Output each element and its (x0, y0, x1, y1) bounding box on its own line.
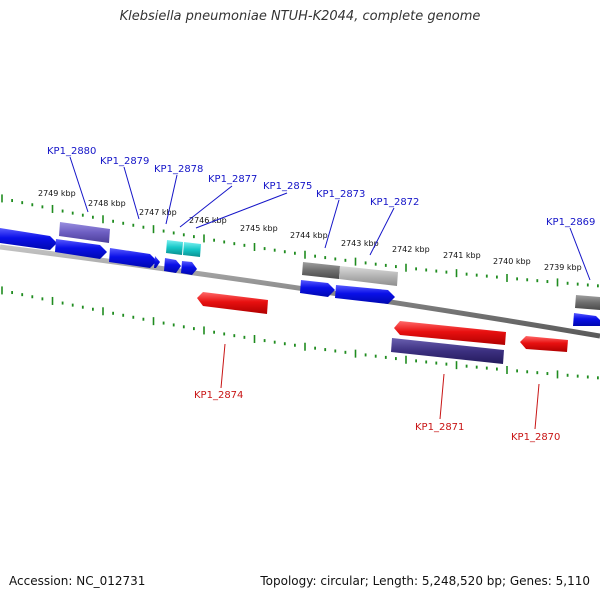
forward-cds-arrow (109, 248, 157, 268)
feature-block-lightgray (339, 266, 398, 286)
forward-cds-arrow (573, 313, 600, 326)
upper-feature-track (59, 222, 600, 310)
leader-line (369, 207, 395, 256)
leader-line (165, 174, 178, 225)
feature-block-purple (59, 222, 110, 243)
leader-line (534, 383, 540, 430)
leader-line (179, 185, 233, 228)
kbp-label: 2746 kbp (189, 216, 227, 225)
gene-label-kp1-2870[interactable]: KP1_2870 (511, 432, 560, 443)
accession-text: Accession: NC_012731 (9, 574, 146, 588)
gene-label-kp1-2874[interactable]: KP1_2874 (194, 390, 243, 401)
leader-line (69, 156, 89, 213)
gene-label-kp1-2872[interactable]: KP1_2872 (370, 197, 419, 208)
gene-label-kp1-2873[interactable]: KP1_2873 (316, 189, 365, 200)
reverse-cds-arrow (520, 336, 568, 352)
kbp-label: 2739 kbp (544, 263, 582, 272)
forward-cds-arrow (0, 228, 57, 250)
gene-label-kp1-2869[interactable]: KP1_2869 (546, 217, 595, 228)
gene-label-kp1-2878[interactable]: KP1_2878 (154, 164, 203, 175)
leader-line (195, 192, 288, 229)
kbp-label: 2741 kbp (443, 251, 481, 260)
feature-block-cyan (183, 242, 201, 257)
feature-block-navy (391, 338, 504, 364)
kbp-label: 2745 kbp (240, 224, 278, 233)
gene-label-kp1-2879[interactable]: KP1_2879 (100, 156, 149, 167)
kbp-label: 2747 kbp (139, 208, 177, 217)
genome-title: Klebsiella pneumoniae NTUH-K2044, comple… (119, 9, 481, 24)
forward-cds-arrow (55, 239, 107, 259)
leader-line (123, 166, 140, 220)
inner-tick-ring (1, 286, 599, 380)
reverse-cds-arrow (197, 292, 268, 314)
kbp-label: 2749 kbp (38, 189, 76, 198)
forward-cds-arrow (300, 280, 335, 297)
kbp-tick-labels: 2749 kbp 2748 kbp 2747 kbp 2746 kbp 2745… (38, 189, 582, 272)
reverse-cds-arrow (394, 321, 506, 345)
genome-summary-text: Topology: circular; Length: 5,248,520 bp… (260, 574, 590, 588)
gene-label-kp1-2875[interactable]: KP1_2875 (263, 181, 312, 192)
kbp-label: 2743 kbp (341, 239, 379, 248)
forward-gene-labels: KP1_2880 KP1_2879 KP1_2878 KP1_2877 KP1_… (47, 146, 595, 228)
kbp-label: 2744 kbp (290, 231, 328, 240)
leader-line (220, 343, 226, 389)
gene-label-kp1-2877[interactable]: KP1_2877 (208, 174, 257, 185)
forward-cds-arrow (181, 261, 197, 275)
forward-label-leaders (69, 156, 591, 281)
leader-line (569, 227, 591, 281)
feature-block-gray (575, 295, 600, 310)
forward-cds-arrow (154, 256, 160, 268)
leader-line (324, 199, 340, 249)
outer-tick-ring (1, 194, 599, 288)
forward-cds-arrow (335, 285, 395, 304)
forward-cds-arrow (164, 258, 181, 273)
lower-feature-track (391, 338, 504, 364)
feature-block-gray (302, 262, 340, 279)
genome-backbone (0, 244, 600, 339)
forward-cds-track (0, 228, 600, 326)
gene-label-kp1-2880[interactable]: KP1_2880 (47, 146, 96, 157)
kbp-label: 2740 kbp (493, 257, 531, 266)
gene-label-kp1-2871[interactable]: KP1_2871 (415, 422, 464, 433)
reverse-gene-labels: KP1_2874 KP1_2871 KP1_2870 (194, 390, 560, 443)
feature-block-cyan (166, 240, 183, 255)
kbp-label: 2748 kbp (88, 199, 126, 208)
reverse-cds-track (197, 292, 568, 352)
leader-line (439, 373, 445, 420)
reverse-label-leaders (220, 343, 540, 430)
kbp-label: 2742 kbp (392, 245, 430, 254)
